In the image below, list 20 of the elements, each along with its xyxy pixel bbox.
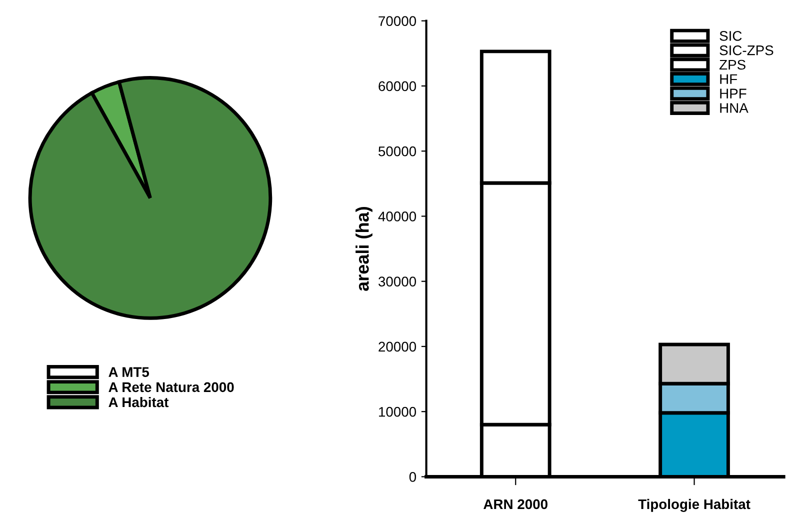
y-tick-label: 20000 <box>378 342 416 352</box>
legend-label: A Habitat <box>108 396 169 408</box>
y-tick-label: 60000 <box>378 81 416 92</box>
legend-label: ZPS <box>720 60 746 70</box>
y-axis-title: areali (ha) <box>356 207 372 291</box>
y-tick-label: 0 <box>409 472 416 482</box>
y-tick-label: 50000 <box>378 146 416 156</box>
legend-label: SIC-ZPS <box>720 45 774 56</box>
legend-label: HNA <box>720 103 748 113</box>
y-tick-label: 10000 <box>379 406 416 417</box>
legend-label: SIC <box>720 31 742 41</box>
y-tick-label: 40000 <box>378 212 416 222</box>
legend-label: A Rete Natura 2000 <box>108 382 234 392</box>
legend-label: HF <box>720 74 738 84</box>
x-tick-label: ARN 2000 <box>484 499 548 510</box>
legend-label: A MT5 <box>108 367 150 377</box>
y-tick-label: 30000 <box>378 276 416 287</box>
x-tick-label: Tipologie Habitat <box>638 498 750 512</box>
legend-label: HPF <box>720 88 746 98</box>
y-tick-label: 70000 <box>378 16 416 26</box>
